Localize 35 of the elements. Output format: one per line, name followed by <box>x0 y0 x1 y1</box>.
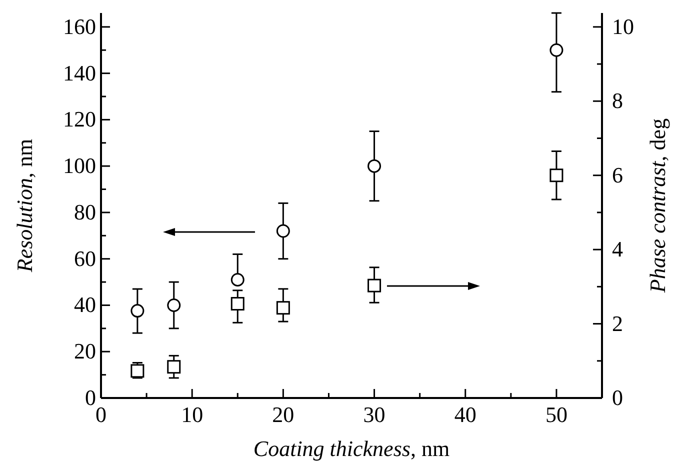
point <box>167 298 181 312</box>
y2-tick-label: 8 <box>612 88 623 114</box>
point <box>230 272 244 286</box>
x-tick-label: 30 <box>363 402 386 427</box>
y-tick-label: 120 <box>63 106 96 132</box>
y-tick-label: 100 <box>63 153 96 178</box>
x-tick-label: 10 <box>181 402 204 427</box>
x-tick-label: 40 <box>454 402 476 427</box>
x-tick-label: 50 <box>545 402 568 427</box>
y-tick-label: 140 <box>63 60 96 86</box>
y2-tick-label: 4 <box>612 236 623 262</box>
y-tick-label: 160 <box>63 14 96 39</box>
y-axis-title: Resolution, nm <box>12 138 37 274</box>
y-tick-label: 40 <box>74 292 96 318</box>
y2-tick-label: 0 <box>612 385 623 410</box>
point <box>230 296 244 310</box>
y2-axis-title: Phase contrast, deg <box>645 118 670 294</box>
x-axis-title: Coating thickness, nm <box>253 436 450 461</box>
y-tick-label: 80 <box>74 199 96 224</box>
point <box>130 304 144 318</box>
x-tick-label: 20 <box>272 402 294 427</box>
point <box>368 278 382 292</box>
point <box>276 301 290 315</box>
y-tick-label: 20 <box>74 338 96 364</box>
point <box>130 364 144 378</box>
point <box>276 224 290 238</box>
y2-tick-label: 6 <box>612 162 623 188</box>
point <box>550 43 564 57</box>
y-tick-label: 0 <box>85 385 96 410</box>
point <box>368 159 382 173</box>
y2-tick-label: 10 <box>612 14 634 39</box>
y2-tick-label: 2 <box>612 310 623 336</box>
point <box>167 360 181 374</box>
y-tick-label: 60 <box>74 246 96 271</box>
point <box>550 168 564 182</box>
